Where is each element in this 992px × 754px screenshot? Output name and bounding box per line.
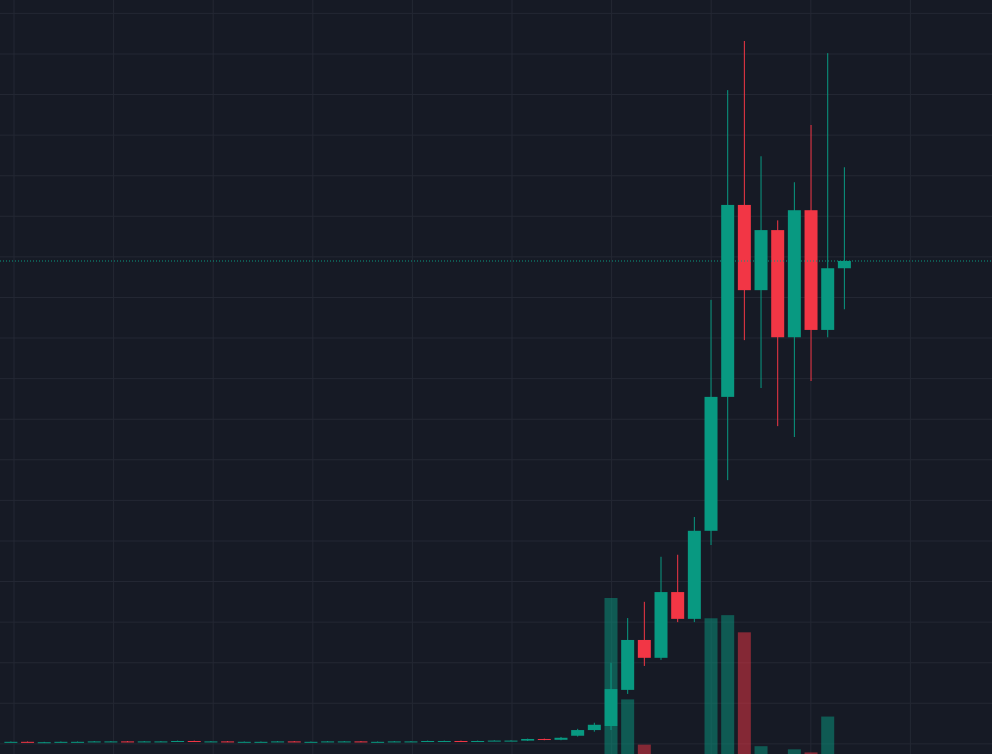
candle-body [654,592,668,658]
candle-body [404,741,418,743]
candle-body [454,741,468,743]
candle-body [471,741,485,743]
volume-bar [804,752,818,754]
candle-body [671,592,685,619]
candle-body [54,741,68,743]
candle-body [154,741,168,743]
volume-bar [821,716,835,754]
candle-body [804,210,818,330]
candle-body [104,741,118,743]
volume-bar [637,744,651,754]
candle-body [237,741,251,743]
candle-body [487,740,501,742]
candle-body [254,741,268,743]
volume-bar [754,746,768,754]
volume-bar [621,699,635,754]
candle-body [587,724,601,731]
candle-body [704,396,718,531]
candle-body [171,741,185,743]
volume-bar [721,615,735,754]
candle-body [571,730,585,736]
candle-body [204,741,218,743]
candle-body [754,230,768,291]
candle-body [504,740,518,742]
candle-body [137,741,151,743]
candle-body [387,741,401,743]
candle-body [371,741,385,743]
candle-body [771,230,785,338]
candle-body [71,741,85,743]
candle-body [37,742,51,744]
candle-body [621,639,635,690]
candle-body [521,738,535,741]
candle-body [821,268,835,330]
candle-body [287,741,301,743]
candle-body [437,741,451,743]
candle-body [221,741,235,743]
volume-bar [737,632,751,754]
candle-body [837,260,851,269]
candle-body [87,741,101,743]
volume-bar [704,618,718,754]
candle-body [121,741,135,743]
candle-body [187,741,201,743]
volume-bar [787,749,801,754]
candle-body [637,639,651,658]
candle-body [687,530,701,619]
candle-body [21,741,35,743]
candle-body [304,741,318,743]
candle-body [4,741,18,743]
candle-body [554,737,568,740]
candle-body [604,689,618,726]
candle-body [787,210,801,338]
candle-body [737,204,751,291]
candle-body [337,741,351,743]
candle-body [271,741,285,743]
candle-body [354,741,368,743]
candle-body [321,741,335,743]
candle-body [421,741,435,743]
candle-body [537,738,551,740]
candle-body [721,204,735,397]
